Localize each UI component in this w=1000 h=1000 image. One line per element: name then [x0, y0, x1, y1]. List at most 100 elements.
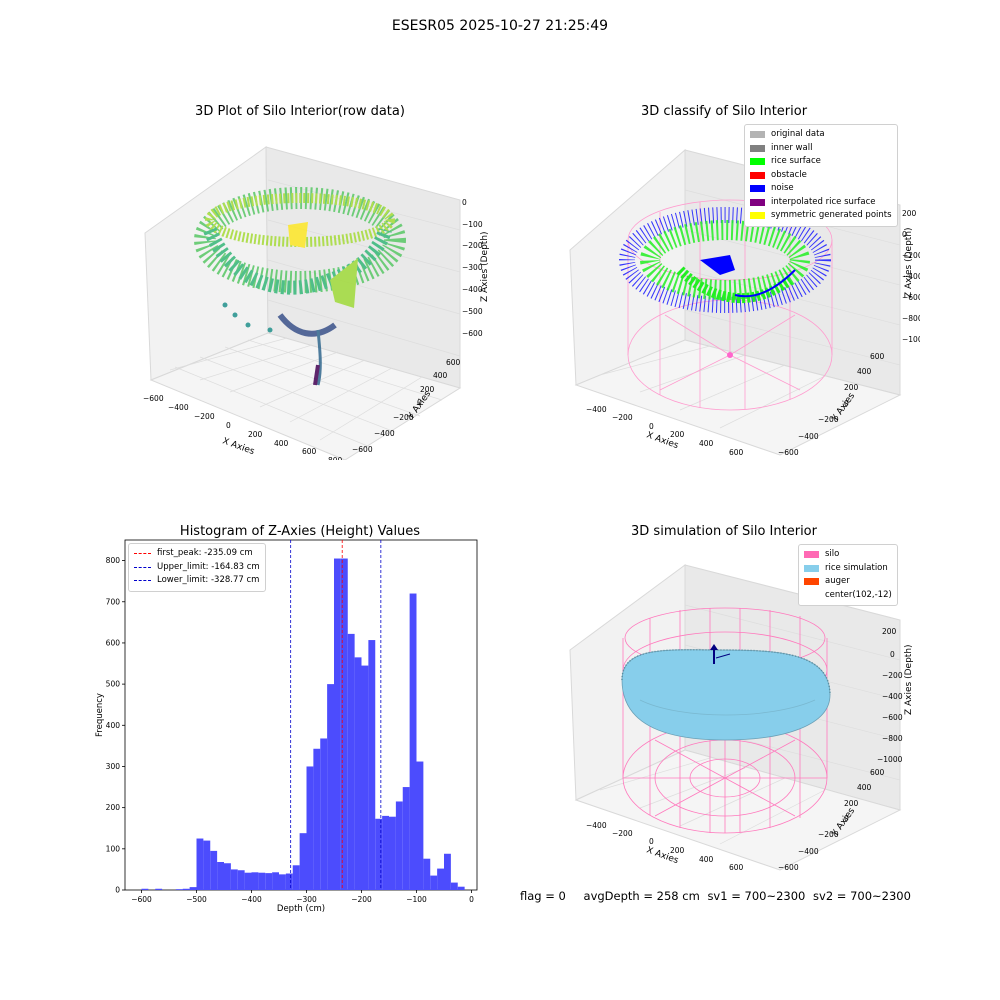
- histogram-y-ticks: 0 100 200 300 400 500 600 700 800: [106, 556, 125, 895]
- tick-label: 600: [729, 863, 744, 872]
- tick-label: 200: [844, 383, 859, 392]
- legend-line: [134, 566, 151, 568]
- status-sv1: sv1 = 700~2300: [707, 889, 806, 903]
- tick-label: 400: [274, 439, 289, 448]
- panel4-y-ticks: −600 −400 −200 0 200 400 600: [778, 768, 885, 872]
- histogram-bar: [437, 868, 444, 890]
- tick-label: 200: [248, 430, 263, 439]
- panel4-x-ticks: −400 −200 0 200 400 600: [586, 821, 744, 872]
- tick-label: −400: [462, 285, 483, 294]
- tick-label: 200: [902, 209, 917, 218]
- legend-label: center(102,-12): [825, 589, 892, 600]
- tick-label: −200: [194, 412, 215, 421]
- tick-label: 0: [649, 837, 654, 846]
- tick-label: 200: [882, 627, 897, 636]
- panel2-z-label: Z Axies (Depth): [904, 227, 914, 298]
- histogram-bar: [313, 748, 321, 890]
- x-tick-label: −100: [406, 895, 427, 904]
- histogram-bar: [279, 874, 286, 890]
- tick-label: 400: [857, 367, 872, 376]
- histogram-bar: [457, 886, 465, 890]
- panel4-title: 3D simulation of Silo Interior: [631, 524, 817, 539]
- histogram-bar: [272, 872, 279, 890]
- histogram-bar: [210, 850, 218, 890]
- histogram-bar: [450, 882, 458, 890]
- tick-label: −200: [882, 671, 903, 680]
- legend-label: first_peak: -235.09 cm: [157, 548, 253, 558]
- histogram-bar: [182, 888, 190, 890]
- tick-label: 200: [670, 846, 685, 855]
- legend-item-original-data: original data: [750, 128, 892, 142]
- y-tick-label: 100: [106, 844, 121, 853]
- tick-label: 200: [670, 430, 685, 439]
- legend-item-auger: auger: [804, 575, 892, 589]
- histogram-bar: [320, 738, 328, 890]
- tick-label: 400: [699, 439, 714, 448]
- tick-label: −200: [462, 241, 483, 250]
- panel1-3d-plot: 0 −100 −200 −300 −400 −500 −600 −600 −40…: [143, 146, 490, 460]
- legend-item-obstacle: obstacle: [750, 169, 892, 183]
- panel2-title: 3D classify of Silo Interior: [640, 104, 808, 119]
- legend-swatch: [804, 551, 819, 559]
- tick-label: 600: [870, 352, 885, 361]
- status-sv2: sv2 = 700~2300: [813, 889, 911, 903]
- y-tick-label: 300: [106, 762, 121, 771]
- tick-label: −400: [798, 847, 819, 856]
- panel4-z-label: Z Axies (Depth): [904, 644, 914, 715]
- legend-line: [134, 580, 151, 582]
- y-tick-label: 800: [106, 556, 121, 565]
- tick-label: −400: [586, 405, 607, 414]
- panel4-auger-marker: [710, 644, 731, 664]
- histogram-bar: [382, 815, 389, 890]
- tick-label: 0: [417, 398, 422, 407]
- histogram-bar: [230, 869, 238, 890]
- tick-label: 0: [902, 230, 907, 239]
- tick-label: −200: [393, 413, 414, 422]
- y-tick-label: 700: [106, 597, 121, 606]
- tick-label: −200: [818, 830, 839, 839]
- tick-label: 0: [462, 198, 467, 207]
- histogram-bar: [395, 801, 403, 890]
- tick-label: 600: [729, 448, 744, 457]
- figure-title: ESESR05 2025-10-27 21:25:49: [391, 18, 609, 34]
- histogram-bar: [141, 888, 149, 890]
- panel1-z-ticks: 0 −100 −200 −300 −400 −500 −600: [462, 198, 483, 338]
- tick-label: −200: [612, 413, 633, 422]
- tick-label: 800: [328, 456, 343, 460]
- tick-label: −400: [168, 403, 189, 412]
- x-tick-label: −200: [351, 895, 372, 904]
- panel3-histogram: −600 −500 −400 −300 −200 −100 0 0 100 200 300 400 5…: [95, 539, 478, 914]
- tick-label: −1000: [902, 335, 920, 344]
- tick-label: −600: [462, 329, 483, 338]
- legend-swatch: [750, 198, 765, 206]
- legend-swatch: [804, 592, 819, 599]
- tick-label: −400: [586, 821, 607, 830]
- histogram-bar: [224, 863, 231, 890]
- legend-label: silo: [825, 549, 840, 559]
- panel3-legend: first_peak: -235.09 cm Upper_limit: -164…: [128, 543, 266, 592]
- histogram-bar: [203, 840, 211, 890]
- histogram-bar: [444, 853, 451, 890]
- tick-label: −600: [778, 448, 799, 457]
- histogram-bar: [347, 633, 355, 890]
- legend-item-upper-limit: Upper_limit: -164.83 cm: [134, 561, 260, 575]
- tick-label: 200: [844, 799, 859, 808]
- y-tick-label: 400: [106, 721, 121, 730]
- tick-label: −200: [902, 251, 920, 260]
- panel2-y-ticks: −600 −400 −200 0 200 400 600: [778, 352, 885, 457]
- histogram-bar: [237, 870, 245, 890]
- tick-label: 600: [446, 358, 461, 367]
- panel1-y-ticks: −600 −400 −200 0 200 400 600: [352, 358, 461, 454]
- panel1-x-label: X Axies: [221, 436, 256, 457]
- histogram-bars: [141, 558, 465, 890]
- tick-label: 400: [433, 371, 448, 380]
- y-tick-label: 500: [106, 680, 121, 689]
- histogram-bar: [423, 858, 431, 890]
- histogram-bar: [306, 766, 314, 890]
- panel1-z-label: Z Axies (Depth): [480, 231, 490, 302]
- histogram-bar: [175, 889, 183, 890]
- histogram-bar: [409, 593, 417, 890]
- panel1-title: 3D Plot of Silo Interior(row data): [195, 104, 405, 119]
- histogram-y-label: Frequency: [95, 693, 105, 737]
- panel1-point-cloud: [194, 187, 406, 386]
